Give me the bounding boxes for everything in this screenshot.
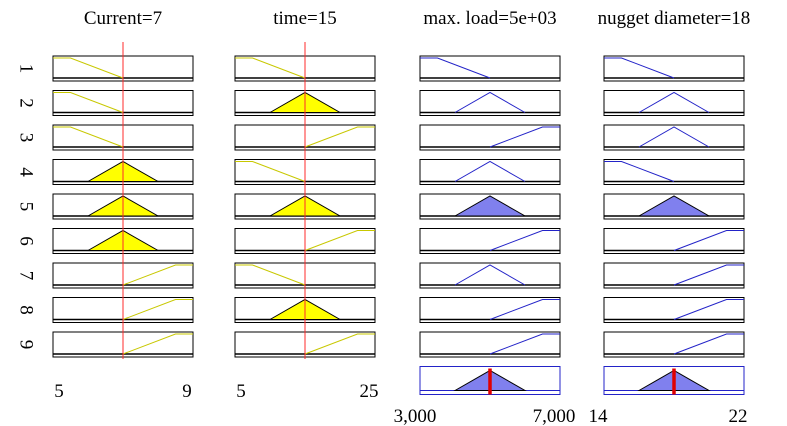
column-title: max. load=5e+03 xyxy=(423,8,556,29)
rule-label: 7 xyxy=(16,271,37,281)
cell-frame xyxy=(603,124,745,151)
column-titles: Current=7 time=15 max. load=5e+03 nugget di… xyxy=(84,8,750,29)
cell-frame xyxy=(419,90,561,116)
rule-cell xyxy=(603,297,745,323)
rule-cells xyxy=(52,55,745,358)
membership-function-line xyxy=(122,299,193,320)
membership-function-line xyxy=(454,91,526,113)
rule-cell xyxy=(603,228,745,254)
membership-function-line xyxy=(53,126,124,148)
rule-cell xyxy=(419,55,561,82)
rule-cell xyxy=(419,228,561,254)
rule-label: 2 xyxy=(16,98,37,108)
membership-function-line xyxy=(489,230,560,251)
cell-frame xyxy=(419,159,561,185)
rule-label: 5 xyxy=(16,202,37,212)
membership-function-line xyxy=(122,264,193,286)
aggregate-outputs xyxy=(419,366,745,395)
axis-tick-label: 22 xyxy=(729,406,748,426)
rule-cell xyxy=(419,159,561,185)
membership-function-line xyxy=(673,264,744,286)
membership-function-line xyxy=(420,57,491,79)
column-title: nugget diameter=18 xyxy=(598,8,751,29)
axis-tick-label: 5 xyxy=(236,381,246,402)
membership-function-line xyxy=(489,126,560,148)
column-title: time=15 xyxy=(273,8,337,29)
rule-cell xyxy=(603,262,745,289)
axis-tick-label: 25 xyxy=(360,381,379,402)
rule-cell xyxy=(603,331,745,358)
value-markers xyxy=(122,42,676,395)
rule-cell xyxy=(419,331,561,358)
membership-function-line xyxy=(235,264,306,286)
rule-cell xyxy=(419,193,561,220)
membership-function-line xyxy=(304,333,375,355)
rule-cell xyxy=(419,124,561,151)
membership-function-line xyxy=(53,57,124,79)
rule-labels: 1 2 3 4 5 6 7 8 9 xyxy=(16,64,37,350)
rule-cell xyxy=(603,159,745,185)
cell-frame xyxy=(603,90,745,116)
axis-tick-label: 14 xyxy=(589,406,609,426)
rule-label: 1 xyxy=(16,64,37,74)
axis-tick-label: 7,000 xyxy=(533,406,576,426)
rule-cell xyxy=(603,55,745,82)
rule-label: 6 xyxy=(16,236,37,246)
membership-function-line xyxy=(235,161,306,182)
rule-cell xyxy=(419,297,561,323)
membership-function-line xyxy=(673,333,744,355)
membership-function-line xyxy=(304,230,375,251)
membership-function-line xyxy=(604,161,675,182)
axis-tick-label: 9 xyxy=(182,381,192,402)
axis-tick-label: 5 xyxy=(54,381,64,402)
rule-label: 8 xyxy=(16,305,37,315)
cell-frame xyxy=(419,331,561,358)
rule-label: 4 xyxy=(16,167,37,177)
membership-function-line xyxy=(638,91,710,113)
fired-membership-area xyxy=(637,195,711,217)
cell-frame xyxy=(603,55,745,82)
axis-tick-labels: 5 9 5 25 3,000 7,000 14 22 xyxy=(54,381,747,426)
membership-function-line xyxy=(673,299,744,320)
membership-function-line xyxy=(304,126,375,148)
rule-cell xyxy=(603,124,745,151)
membership-function-line xyxy=(489,333,560,355)
rule-cell xyxy=(419,90,561,116)
fired-membership-area xyxy=(453,195,527,217)
rule-cell xyxy=(603,193,745,220)
rule-cell xyxy=(603,90,745,116)
rule-label: 3 xyxy=(16,133,37,143)
rule-label: 9 xyxy=(16,340,37,350)
rule-cell xyxy=(419,262,561,289)
cell-frame xyxy=(419,262,561,289)
membership-function-line xyxy=(489,299,560,320)
membership-function-line xyxy=(235,57,306,79)
membership-function-line xyxy=(604,57,675,79)
membership-function-line xyxy=(673,230,744,251)
axis-tick-label: 3,000 xyxy=(394,406,437,426)
membership-function-line xyxy=(454,264,526,286)
membership-function-line xyxy=(53,92,124,113)
membership-function-line xyxy=(454,160,526,182)
column-title: Current=7 xyxy=(84,8,162,29)
membership-function-line xyxy=(122,333,193,355)
membership-function-line xyxy=(638,126,710,148)
